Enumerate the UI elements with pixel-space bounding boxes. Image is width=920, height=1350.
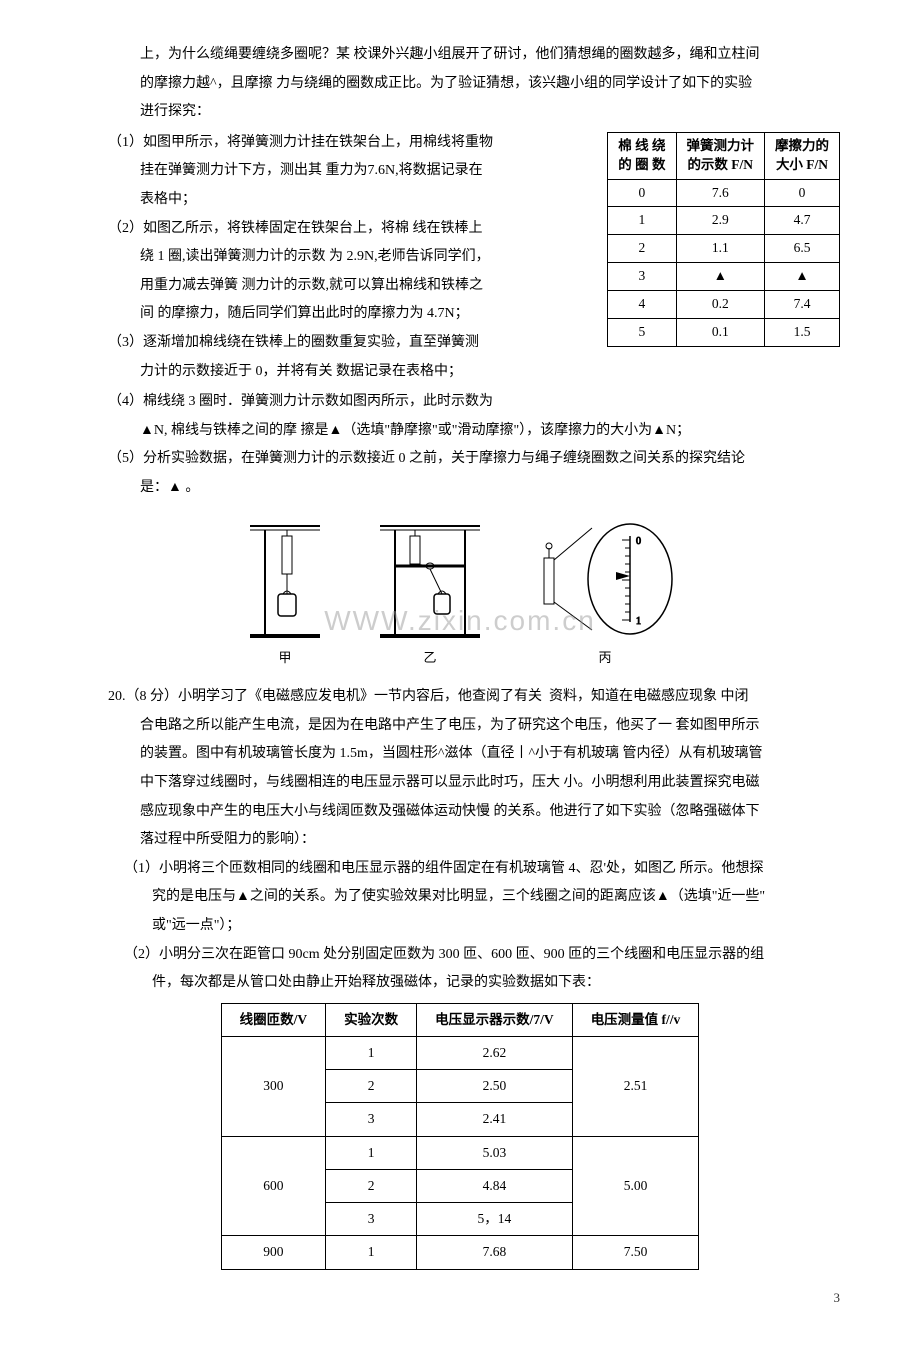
q19-r4c0: 4 [608,291,676,319]
q20-th-0: 线圈匝数/V [221,1003,326,1036]
q20-g0-r1-n: 2 [326,1070,417,1103]
q19-item2-l3: 用重力减去弹簧 测力计的示数,就可以算出棉线和铁棒之 [80,273,595,300]
q19-r5c1: 0.1 [676,319,765,347]
q20-g1-r2-v: 5，14 [417,1203,573,1236]
q19-th-0: 棉 线 绕 的 圈 数 [608,132,676,179]
q19-item5-l2: 是：▲ 。 [80,475,840,502]
q19-r3c2: ▲ [765,263,840,291]
q19-body: （1）如图甲所示，将弹簧测力计挂在铁架台上，用棉线将重物 挂在弹簧测力计下方，测… [80,128,840,387]
fig-yi: 乙 [370,516,490,671]
q19-r1c1: 2.9 [676,207,765,235]
q20-item1-l1: （1）小明将三个匝数相同的线圈和电压显示器的组件固定在有机玻璃管 4、忍'处，如… [80,856,840,883]
fig-bing-svg: 0 1 [530,516,680,646]
q19-table-wrap: 棉 线 绕 的 圈 数 弹簧测力计 的示数 F/N 摩擦力的 大小 F/N 07… [607,128,840,347]
q20-g0-label: 300 [221,1036,326,1136]
q19-r4c2: 7.4 [765,291,840,319]
q20-intro-0: 小明学习了《电磁感应发电机》一节内容后，他查阅了有关 资料，知道在电磁感应现象 … [178,689,749,704]
fig-yi-svg [370,516,490,646]
q19-r1c0: 1 [608,207,676,235]
q19-left: （1）如图甲所示，将弹簧测力计挂在铁架台上，用棉线将重物 挂在弹簧测力计下方，测… [80,128,595,387]
q20-g2-r0-n: 1 [326,1236,417,1269]
q19-item2-l2: 绕 1 圈,读出弹簧测力计的示数 为 2.9N,老师告诉同学们， [80,244,595,271]
q20-g2-r0-v: 7.68 [417,1236,573,1269]
q19-th-1: 弹簧测力计 的示数 F/N [676,132,765,179]
q20-g0-r1-v: 2.50 [417,1070,573,1103]
fig-bing: 0 1 丙 [530,516,680,671]
q19-r0c1: 7.6 [676,179,765,207]
q20-intro-3: 中下落穿过线圈时，与线圈相连的电压显示器可以显示此时巧，压大 小。小明想利用此装… [80,770,840,797]
q19-r0c0: 0 [608,179,676,207]
fig-jia-svg [240,516,330,646]
svg-text:1: 1 [636,616,641,627]
q20-table: 线圈匝数/V 实验次数 电压显示器示数/7/V 电压测量值 f//v 300 1… [221,1003,700,1270]
q20-item1-l2: 究的是电压与▲之间的关系。为了使实验效果对比明显，三个线圈之间的距离应该▲（选填… [80,884,840,911]
q19-item5-l1: （5）分析实验数据，在弹簧测力计的示数接近 0 之前，关于摩擦力与绳子缠绕圈数之… [80,446,840,473]
q20-item1-l3: 或"远一点"）； [80,913,840,940]
q19-r2c1: 1.1 [676,235,765,263]
q20-g0-r2-n: 3 [326,1103,417,1136]
q19-item1-l2: 挂在弹簧测力计下方，测出其 重力为7.6N,将数据记录在 [80,158,595,185]
q20-th-2: 电压显示器示数/7/V [417,1003,573,1036]
q19-r5c2: 1.5 [765,319,840,347]
q19-r0c2: 0 [765,179,840,207]
q20-intro-4: 感应现象中产生的电压大小与线阔匝数及强磁体运动快慢 的关系。他进行了如下实验（忽… [80,799,840,826]
q20-g1-r0-n: 1 [326,1136,417,1169]
q19-r1c2: 4.7 [765,207,840,235]
q20-intro-5: 落过程中所受阻力的影响）： [80,827,840,854]
q20-number: 20.（8 分） [108,689,178,704]
q20-g1-r2-n: 3 [326,1203,417,1236]
q20-g1-r0-v: 5.03 [417,1136,573,1169]
q19-r2c2: 6.5 [765,235,840,263]
q20-g2-label: 900 [221,1236,326,1269]
q19-item3-l2: 力计的示数接近于 0，并将有关 数据记录在表格中； [80,359,595,386]
q19-r5c0: 5 [608,319,676,347]
q19-r2c0: 2 [608,235,676,263]
fig-jia-label: 甲 [240,646,330,671]
q19-item2-l1: （2）如图乙所示，将铁棒固定在铁架台上，将棉 线在铁棒上 [80,216,595,243]
q20-g1-label: 600 [221,1136,326,1236]
q19-th-2: 摩擦力的 大小 F/N [765,132,840,179]
q20-intro-1: 合电路之所以能产生电流，是因为在电路中产生了电压，为了研究这个电压，他买了一 套… [80,713,840,740]
fig-bing-label: 丙 [530,646,680,671]
q20-g0-avg: 2.51 [572,1036,699,1136]
q19-r4c1: 0.2 [676,291,765,319]
q19-intro-3: 进行探究： [80,99,840,126]
q19-r3c0: 3 [608,263,676,291]
page-number: 3 [80,1286,840,1311]
q19-item3-l1: （3）逐渐增加棉线绕在铁棒上的圈数重复实验，直至弹簧测 [80,330,595,357]
q19-item1-l3: 表格中； [80,187,595,214]
q19-r3c1: ▲ [676,263,765,291]
fig-yi-label: 乙 [370,646,490,671]
q19-item4-l1: （4）棉线绕 3 圈时．弹簧测力计示数如图丙所示，此时示数为 [80,389,840,416]
q20-g2-avg: 7.50 [572,1236,699,1269]
q20-item2-l1: （2）小明分三次在距管口 90cm 处分别固定匝数为 300 匝、600 匝、9… [80,942,840,969]
q19-item2-l4: 间 的摩擦力，随后同学们算出此时的摩擦力为 4.7N； [80,301,595,328]
q19-intro-1: 上，为什么缆绳要缠绕多圈呢？某 校课外兴趣小组展开了研讨，他们猜想绳的圈数越多，… [80,42,840,69]
q20-line0: 20.（8 分）小明学习了《电磁感应发电机》一节内容后，他查阅了有关 资料，知道… [80,684,840,711]
svg-text:0: 0 [636,536,641,547]
q20-g0-r2-v: 2.41 [417,1103,573,1136]
q20-g0-r0-n: 1 [326,1036,417,1069]
q20-intro-2: 的装置。图中有机玻璃管长度为 1.5m，当圆柱形^滋体（直径丨^小于有机玻璃 管… [80,741,840,768]
q19-item1-l1: （1）如图甲所示，将弹簧测力计挂在铁架台上，用棉线将重物 [80,130,595,157]
q20-g1-r1-v: 4.84 [417,1169,573,1202]
q19-intro-2: 的摩擦力越^，且摩擦 力与绕绳的圈数成正比。为了验证猜想，该兴趣小组的同学设计了… [80,71,840,98]
q20-g0-r0-v: 2.62 [417,1036,573,1069]
q20-item2-l2: 件，每次都是从管口处由静止开始释放强磁体，记录的实验数据如下表： [80,970,840,997]
q19-figures: WWW.zixin.com.cn 甲 [80,516,840,671]
fig-jia: 甲 [240,516,330,671]
q20-th-3: 电压测量值 f//v [572,1003,699,1036]
q19-table: 棉 线 绕 的 圈 数 弹簧测力计 的示数 F/N 摩擦力的 大小 F/N 07… [607,132,840,347]
q19-item4-l2: ▲N, 棉线与铁棒之间的摩 擦是▲（选填"静摩擦"或"滑动摩擦"），该摩擦力的大… [80,418,840,445]
q20-th-1: 实验次数 [326,1003,417,1036]
q20-g1-avg: 5.00 [572,1136,699,1236]
q20-g1-r1-n: 2 [326,1169,417,1202]
